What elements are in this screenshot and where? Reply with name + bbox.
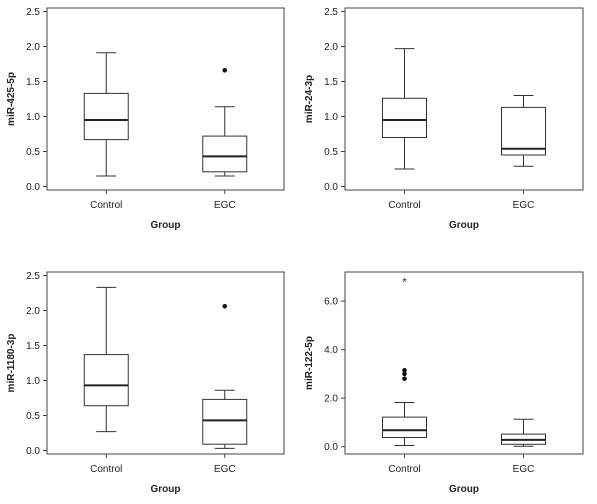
box-iqr [501, 106, 546, 156]
plot-frame [344, 7, 584, 191]
y-tick-label: 1.5 [324, 77, 338, 88]
y-tick-label: 4.0 [324, 345, 338, 356]
extreme-point: * [402, 276, 407, 288]
y-tick-label: 0.0 [324, 182, 338, 193]
category-label: Control [90, 464, 122, 475]
category-label: EGC [214, 464, 236, 475]
plot-frame [46, 7, 285, 191]
y-tick-label: 2.0 [324, 394, 338, 405]
box-egc [501, 95, 546, 167]
category-label: EGC [513, 200, 535, 211]
box-iqr [202, 135, 248, 173]
y-axis-title: miR-24-3p [304, 75, 315, 123]
category-label: EGC [214, 200, 236, 211]
y-tick-label: 2.0 [26, 306, 40, 317]
category-label: EGC [513, 464, 535, 475]
y-tick-label: 0.0 [26, 446, 40, 457]
y-axis-title: miR-1180-3p [6, 334, 17, 393]
y-tick-label: 0.0 [324, 442, 338, 453]
outlier-point [402, 367, 407, 373]
y-tick-label: 0.5 [26, 411, 40, 422]
y-tick-label: 1.5 [26, 77, 40, 88]
outlier-point [402, 376, 407, 382]
chart-panel-3: 0.0 0.5 1.0 1.5 2.0 2.5 Control EGC Group miR-118… [6, 271, 285, 495]
box-iqr [202, 398, 248, 445]
plot-frame [46, 271, 285, 455]
x-axis-title: Group [449, 220, 479, 231]
y-tick-label: 6.0 [324, 297, 338, 308]
y-tick-label: 0.5 [26, 147, 40, 158]
y-tick-label: 1.0 [26, 376, 40, 387]
y-tick-label: 2.5 [324, 7, 338, 18]
y-tick-label: 1.0 [26, 112, 40, 123]
box-egc [202, 68, 248, 177]
box-control [382, 48, 427, 170]
y-tick-label: 2.5 [26, 7, 40, 18]
y-tick-label: 2.0 [26, 42, 40, 53]
y-tick-label: 2.5 [26, 271, 40, 282]
box-iqr [83, 354, 129, 407]
x-axis-title: Group [151, 220, 181, 231]
y-axis-title: miR-425-5p [6, 72, 17, 126]
box-control: * [382, 276, 427, 447]
box-control [83, 286, 129, 433]
category-label: Control [90, 200, 122, 211]
y-tick-label: 0.0 [26, 182, 40, 193]
chart-panel-4: 0.0 2.0 4.0 6.0 Control EGC Group miR-122-5p * [304, 271, 584, 495]
y-tick-label: 2.0 [324, 42, 338, 53]
y-tick-label: 1.0 [324, 112, 338, 123]
box-egc [501, 418, 546, 447]
box-iqr [382, 416, 427, 438]
x-axis-title: Group [151, 484, 181, 495]
outlier-point [222, 304, 228, 309]
chart-panel-2: 0.0 0.5 1.0 1.5 2.0 2.5 Control EGC Group miR-24-… [304, 7, 584, 231]
box-control [83, 52, 129, 177]
category-label: Control [388, 464, 420, 475]
box-egc [202, 304, 248, 449]
box-iqr [382, 97, 427, 139]
x-axis-title: Group [449, 484, 479, 495]
chart-panel-1: 0.0 0.5 1.0 1.5 2.0 2.5 Control EGC Group miR-425… [6, 7, 285, 231]
plot-frame [344, 271, 584, 455]
category-label: Control [388, 200, 420, 211]
outlier-point [402, 371, 407, 377]
y-tick-label: 1.5 [26, 341, 40, 352]
outlier-point [222, 68, 228, 73]
y-tick-label: 0.5 [324, 147, 338, 158]
y-axis-title: miR-122-5p [304, 336, 315, 390]
box-iqr [83, 92, 129, 141]
